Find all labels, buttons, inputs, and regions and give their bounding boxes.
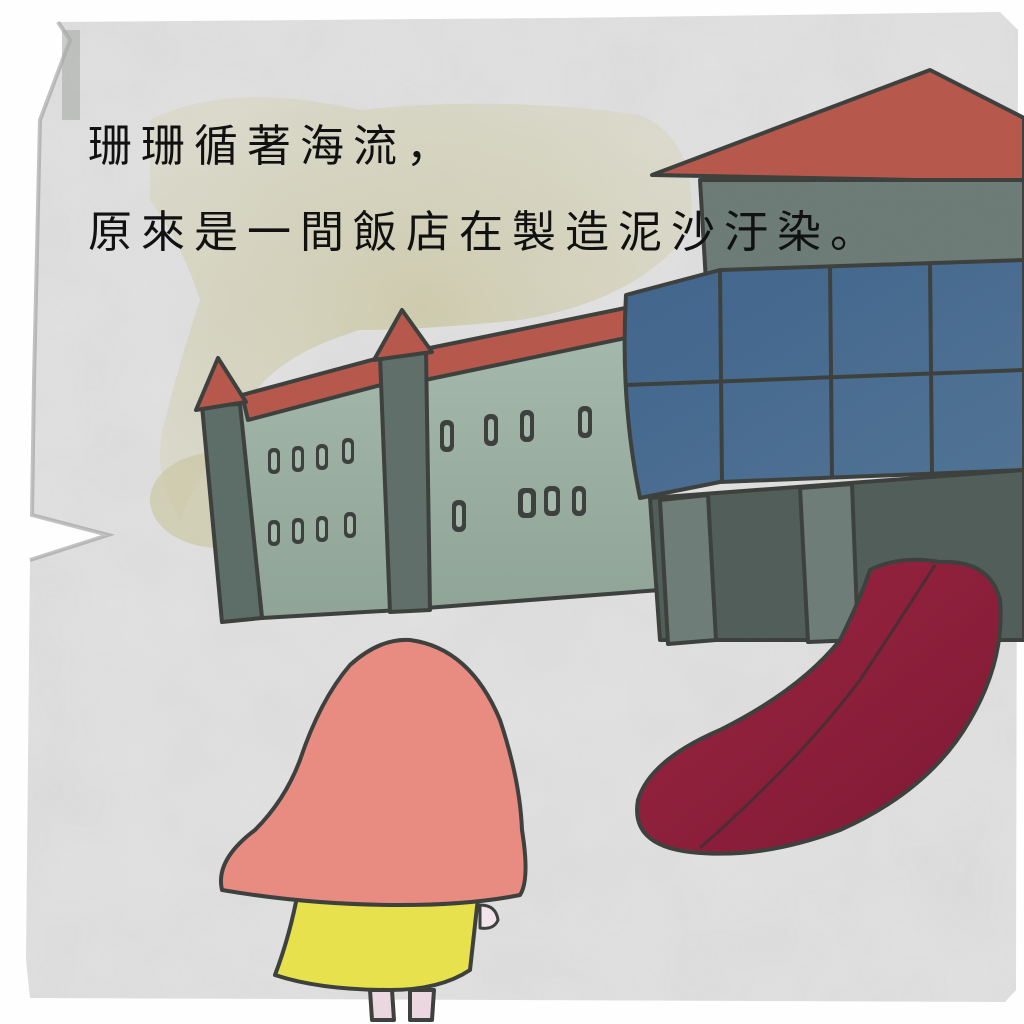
caption-text: 珊珊循著海流， 原來是一間飯店在製造泥沙汙染。 — [88, 104, 1008, 276]
mud-pollution-stream — [635, 557, 1003, 856]
girl-figure — [219, 637, 528, 1022]
sand-cloud — [150, 97, 692, 520]
caption-line-1: 珊珊循著海流， — [88, 121, 459, 172]
caption-line-2: 原來是一間飯店在製造泥沙汙染。 — [88, 207, 883, 258]
